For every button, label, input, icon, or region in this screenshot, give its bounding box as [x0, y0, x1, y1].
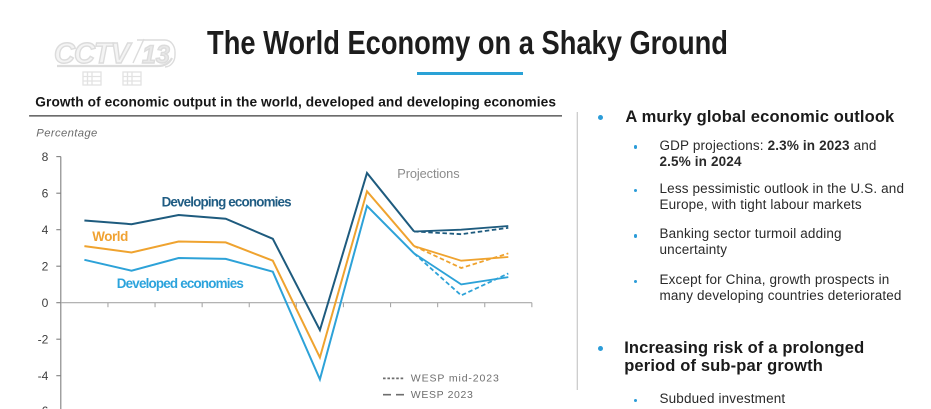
svg-text:Developed economies: Developed economies	[117, 276, 244, 291]
svg-text:4: 4	[42, 223, 49, 237]
svg-text:6: 6	[42, 187, 49, 201]
svg-text:-2: -2	[38, 333, 49, 347]
svg-text:WESP mid-2023: WESP mid-2023	[411, 372, 499, 384]
svg-text:WESP 2023: WESP 2023	[411, 389, 473, 401]
svg-text:Growth of economic output in t: Growth of economic output in the world, …	[35, 94, 556, 109]
svg-text:-4: -4	[38, 369, 49, 383]
svg-text:Developing economies: Developing economies	[162, 195, 292, 210]
svg-text:-6: -6	[38, 404, 49, 409]
svg-text:2: 2	[42, 260, 49, 274]
svg-text:0: 0	[42, 296, 49, 310]
svg-text:8: 8	[42, 150, 49, 164]
svg-text:Percentage: Percentage	[36, 127, 97, 139]
svg-text:World: World	[92, 229, 128, 244]
svg-text:Projections: Projections	[397, 166, 459, 181]
svg-text:CCTV: CCTV	[54, 38, 133, 70]
